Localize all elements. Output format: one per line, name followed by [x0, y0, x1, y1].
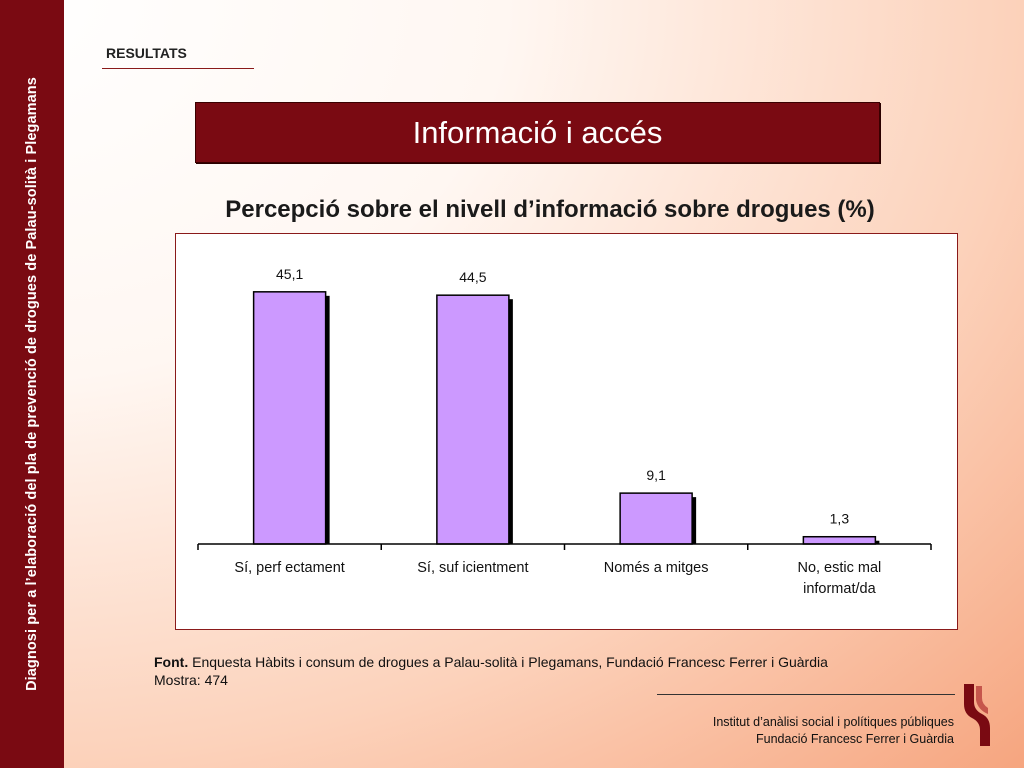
bar-chart: 45,1 44,5 9,1 1,3 Sí, perf ectament Sí, suf i… — [197, 266, 932, 597]
bar — [252, 291, 327, 545]
source-prefix: Font. — [154, 654, 189, 670]
category-label: Sí, suf icientment — [417, 560, 528, 576]
category-label: No, estic mal — [797, 560, 881, 576]
title-banner: Informació i accés — [195, 102, 880, 163]
footer-line-2: Fundació Francesc Ferrer i Guàrdia — [756, 732, 954, 746]
footer-divider — [657, 694, 955, 695]
institute-logo-icon — [964, 684, 990, 746]
banner-title: Informació i accés — [412, 115, 663, 150]
footer-line-1: Institut d’anàlisi social i polítiques p… — [712, 715, 954, 729]
data-label: 1,3 — [830, 511, 850, 527]
chart-title: Percepció sobre el nivell d’informació s… — [225, 196, 875, 223]
bar — [802, 535, 877, 545]
footer-credits: Institut d’anàlisi social i polítiques p… — [713, 714, 954, 748]
source-note: Font. Enquesta Hàbits i consum de drogue… — [154, 653, 828, 689]
category-label: Sí, perf ectament — [234, 560, 344, 576]
bar — [619, 492, 693, 545]
bar — [436, 294, 510, 545]
category-label: informat/da — [803, 581, 876, 597]
data-label: 9,1 — [646, 467, 666, 483]
source-text: Enquesta Hàbits i consum de drogues a Pa… — [188, 654, 828, 670]
category-label: Només a mitges — [604, 560, 709, 576]
sidebar: Diagnosi per a l’elaboració del pla de p… — [0, 0, 64, 768]
section-label: RESULTATS — [106, 45, 187, 61]
section-underline — [102, 68, 254, 69]
sidebar-title: Diagnosi per a l’elaboració del pla de p… — [24, 77, 40, 691]
data-label: 45,1 — [276, 266, 303, 282]
data-label: 44,5 — [459, 269, 486, 285]
chart-frame: 45,1 44,5 9,1 1,3 Sí, perf ectament Sí, suf i… — [175, 233, 958, 630]
sample-size: Mostra: 474 — [154, 672, 228, 688]
